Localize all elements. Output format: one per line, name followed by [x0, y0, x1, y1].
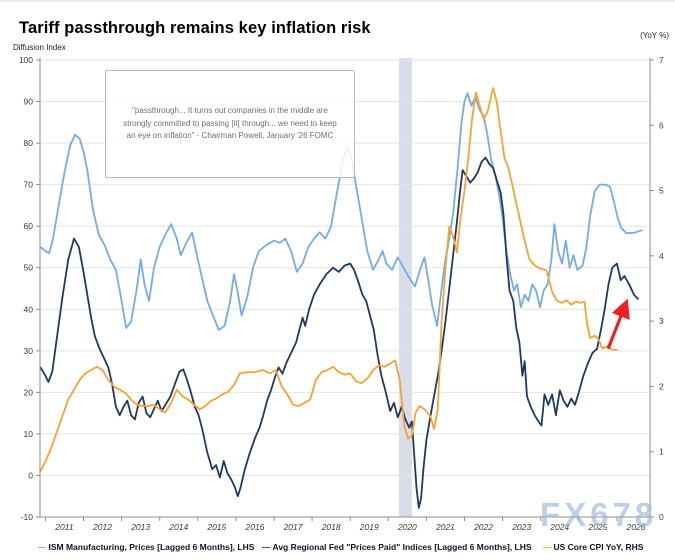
- x-axis-tick-label: 2021: [435, 522, 455, 532]
- left-axis-tick-label: 70: [24, 180, 34, 190]
- x-axis-tick-label: 2024: [549, 522, 569, 532]
- left-axis-tick-label: 80: [24, 138, 34, 148]
- legend-label-fed: Avg Regional Fed "Prices Paid" Indices […: [272, 542, 532, 552]
- right-axis-tick-label: 3: [659, 316, 664, 326]
- rising-inflation-arrow: [606, 298, 630, 350]
- x-axis-tick-label: 2023: [511, 522, 531, 532]
- right-axis-tick-label: 5: [659, 186, 664, 196]
- right-axis-tick-label: 2: [659, 381, 664, 391]
- left-axis-title: Diffusion Index: [13, 43, 66, 52]
- legend-label-cpi: US Core CPI YoY, RHS: [553, 542, 644, 552]
- x-axis-tick-label: 2022: [473, 522, 493, 532]
- x-axis-tick-label: 2011: [54, 522, 74, 532]
- left-axis-tick-label: 50: [24, 263, 34, 273]
- x-axis-tick-label: 2025: [587, 522, 607, 532]
- legend-item-fed: — Avg Regional Fed "Prices Paid" Indices …: [262, 542, 532, 552]
- right-axis-tick-label: 1: [659, 447, 664, 457]
- x-axis-tick-label: 2019: [359, 522, 379, 532]
- series-line-1: [39, 156, 639, 509]
- x-axis-tick-label: 2015: [206, 522, 226, 532]
- powell-quote-callout: "passthrough... It turns out companies i…: [105, 70, 355, 178]
- left-axis-tick-label: 60: [24, 221, 34, 231]
- x-axis-tick-label: 2013: [130, 522, 150, 532]
- fed-series-swatch: —: [262, 542, 271, 552]
- legend-item-cpi: — US Core CPI YoY, RHS: [543, 542, 643, 552]
- right-axis-title: (YoY %): [640, 31, 669, 40]
- series-lines: [39, 87, 643, 509]
- x-axis-tick-label: 2014: [168, 522, 188, 532]
- top-divider: [0, 0, 675, 2]
- legend-label-ism: ISM Manufacturing, Prices [Lagged 6 Mont…: [48, 542, 255, 552]
- powell-quote-text: "passthrough... It turns out companies i…: [123, 106, 337, 141]
- right-axis-tick-label: 0: [659, 512, 664, 522]
- x-axis-tick-label: 2016: [244, 522, 264, 532]
- left-axis-tick-label: -10: [21, 512, 34, 522]
- x-axis-tick-label: 2017: [283, 522, 303, 532]
- x-axis-tick-label: 2012: [92, 522, 112, 532]
- series-line-2: [39, 87, 618, 473]
- left-axis-tick-label: 10: [24, 429, 34, 439]
- fx678-watermark: FX678: [540, 496, 658, 533]
- recession-band: [398, 58, 412, 517]
- page-title: Tariff passthrough remains key inflation…: [19, 19, 371, 37]
- legend-item-ism: — ISM Manufacturing, Prices [Lagged 6 Mon…: [38, 542, 254, 552]
- left-axis-tick-label: 0: [28, 470, 33, 480]
- left-axis-tick-label: 40: [24, 304, 34, 314]
- left-axis-tick-label: 20: [24, 387, 34, 397]
- right-axis-tick-label: 4: [659, 251, 664, 261]
- left-axis-tick-label: 100: [19, 55, 33, 65]
- cpi-series-swatch: —: [543, 542, 552, 552]
- series-line-0: [39, 92, 643, 331]
- left-axis-tick-label: 90: [24, 97, 34, 107]
- right-axis-tick-label: 7: [659, 55, 664, 65]
- left-axis-tick-label: 30: [24, 346, 34, 356]
- x-axis-tick-label: 2026: [625, 522, 645, 532]
- right-axis-tick-label: 6: [659, 120, 664, 130]
- x-axis-tick-label: 2018: [321, 522, 341, 532]
- x-axis-tick-label: 2020: [397, 522, 417, 532]
- chart-legend: — ISM Manufacturing, Prices [Lagged 6 Mon…: [0, 542, 675, 556]
- ism-series-swatch: —: [38, 542, 47, 552]
